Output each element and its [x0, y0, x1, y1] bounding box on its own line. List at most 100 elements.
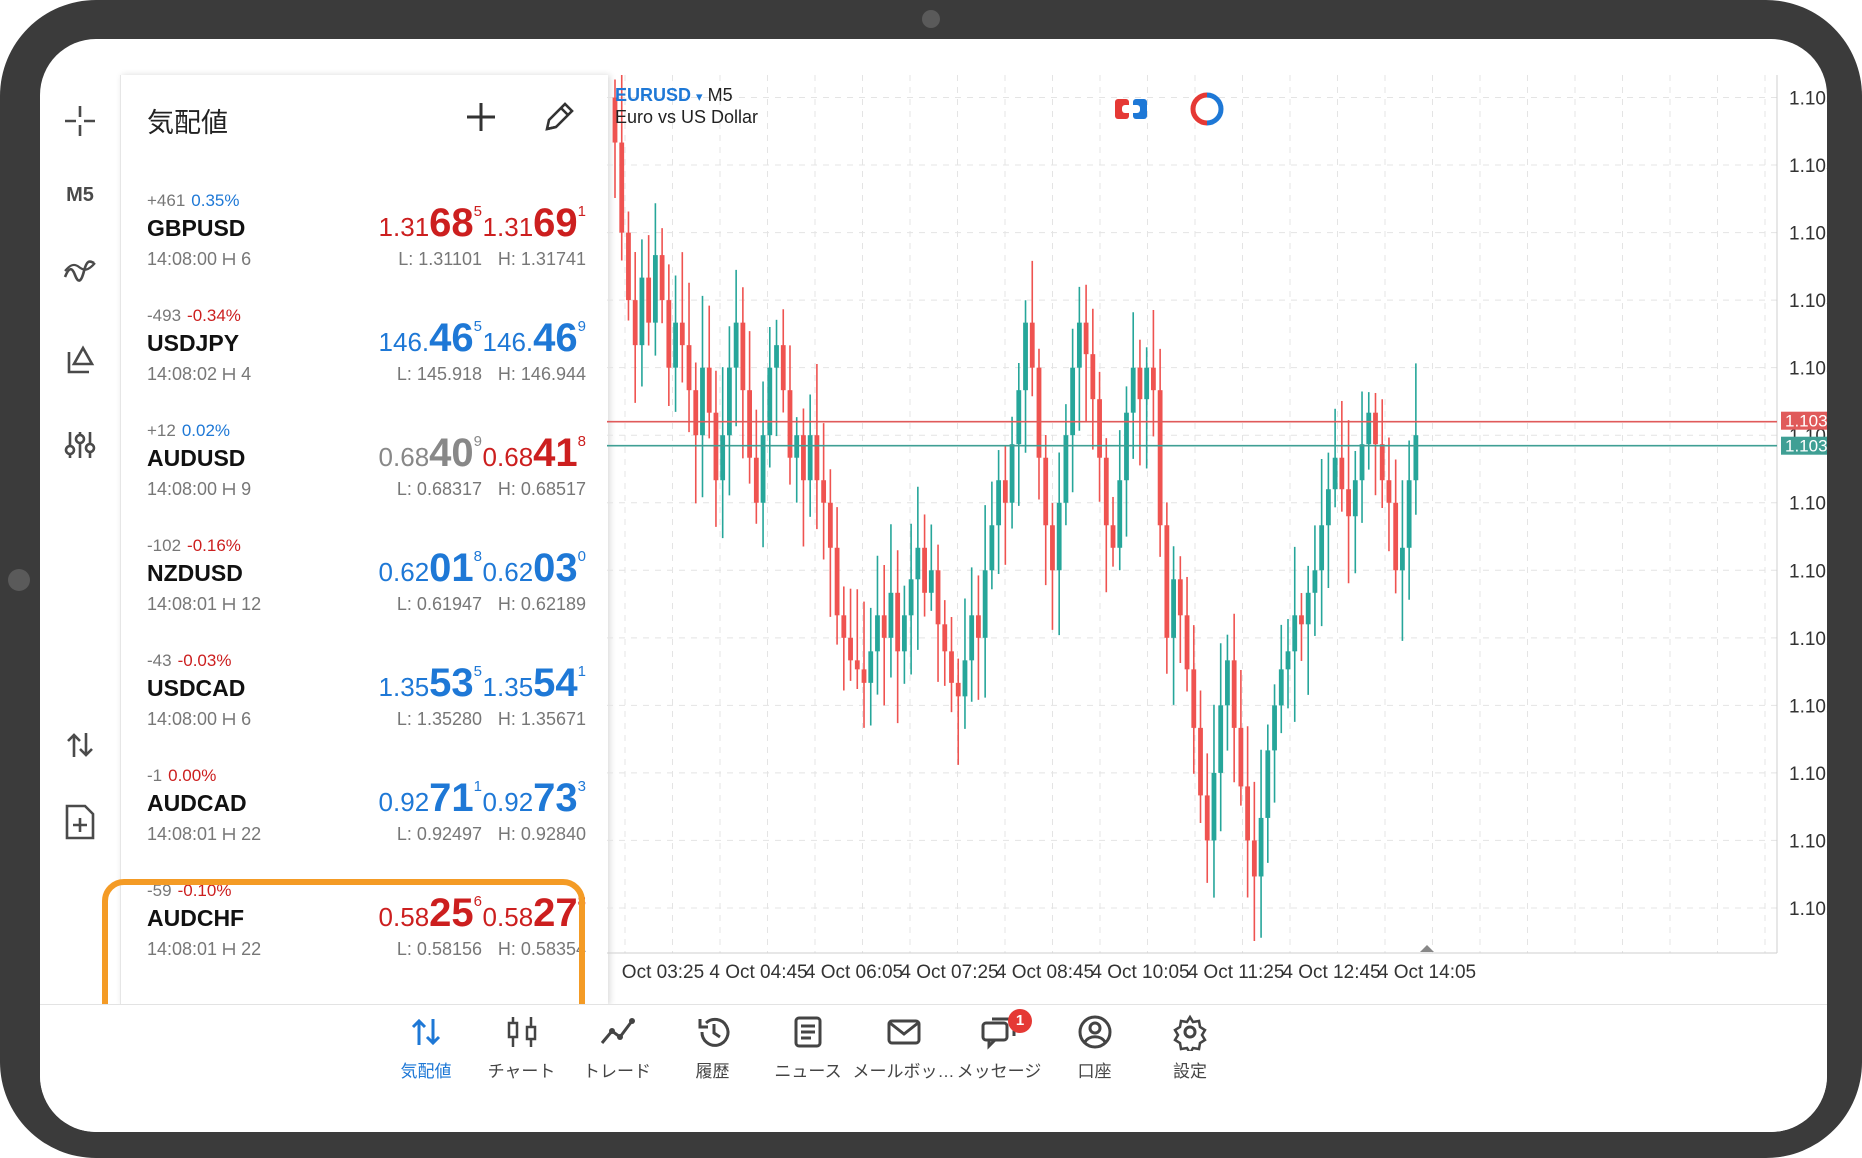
candle-body — [895, 592, 901, 652]
symbol-dropdown-arrow[interactable]: ▾ — [696, 89, 703, 104]
ask-price[interactable]: 146.469 — [482, 316, 586, 360]
bid-price-tag — [1781, 436, 1827, 455]
quote-row-nzdusd[interactable]: -102 -0.16% NZDUSD 14:08:01 12 0.62018 0.6203… — [121, 522, 608, 637]
bid-price[interactable]: 1.35535 — [378, 661, 482, 705]
candle-body — [854, 660, 860, 670]
candle-body — [1278, 669, 1284, 706]
ask-price[interactable]: 0.62030 — [482, 546, 586, 590]
timeframe-button[interactable]: M5 — [66, 183, 94, 206]
nav-label: メッセージ — [956, 1062, 1042, 1081]
candle-body — [949, 651, 954, 683]
new-order-icon[interactable] — [40, 799, 120, 845]
ask-price[interactable]: 0.92733 — [482, 776, 586, 820]
chart-timeframe: M5 — [707, 85, 733, 105]
ask-price[interactable]: 1.35541 — [482, 661, 586, 705]
day-low: L: 145.918 — [396, 364, 482, 384]
quote-row-audchf[interactable]: -59 -0.10% AUDCHF 14:08:01 22 0.58256 0.58278… — [121, 867, 608, 982]
bid-price[interactable]: 0.68409 — [378, 431, 482, 475]
indicators-icon[interactable] — [40, 247, 120, 291]
chart-symbol-description: Euro vs US Dollar — [615, 107, 759, 127]
y-tick-label: 1.10385 — [1789, 89, 1827, 110]
day-low: L: 0.58156 — [396, 939, 482, 959]
ask-price[interactable]: 1.31691 — [482, 201, 586, 245]
candle-body — [1373, 412, 1378, 445]
nav-trade[interactable]: トレード — [562, 1013, 672, 1083]
ask-price[interactable]: 0.58278 — [482, 891, 586, 935]
depth-of-market-icon[interactable] — [1189, 91, 1225, 127]
panel-title: 気配値 — [147, 108, 228, 138]
price-chart[interactable]: 1.10385 1.10370 1.10355 1.10340 1.10325 1.103… — [607, 74, 1827, 985]
bid-price[interactable]: 1.31685 — [378, 201, 482, 245]
candle-body — [1379, 444, 1385, 481]
spread-icon — [222, 710, 236, 725]
quote-row-usdjpy[interactable]: -493 -0.34% USDJPY 14:08:02 4 146.465 146.469… — [121, 292, 608, 407]
candle-body — [962, 660, 968, 697]
one-click-trading-icon[interactable] — [40, 723, 120, 767]
candle-body — [1056, 502, 1062, 571]
candle-body — [996, 480, 1002, 526]
candle-body — [1016, 390, 1022, 445]
day-high: H: 0.62189 — [497, 594, 586, 614]
quote-time: 14:08:00 6 — [147, 249, 252, 269]
bid-price[interactable]: 0.58256 — [378, 891, 482, 935]
spread-icon — [222, 595, 236, 610]
objects-icon[interactable] — [40, 337, 120, 381]
nav-news[interactable]: ニュース — [753, 1013, 863, 1083]
crosshair-icon[interactable] — [40, 99, 120, 143]
candle-body — [686, 345, 692, 391]
quote-row-usdcad[interactable]: -43 -0.03% USDCAD 14:08:00 6 1.35535 1.35541 L… — [121, 637, 608, 752]
quote-row-audusd[interactable]: +12 0.02% AUDUSD 14:08:00 9 0.68409 0.68418 L:… — [121, 407, 608, 522]
nav-settings[interactable]: 設定 — [1135, 1013, 1245, 1083]
candle-body — [767, 367, 773, 436]
candle-body — [727, 367, 732, 436]
candlestick-chart[interactable]: 1.10385 1.10370 1.10355 1.10340 1.10325 1.103… — [607, 74, 1827, 985]
chart-symbol[interactable]: EURUSD — [615, 85, 692, 105]
y-tick-label: 1.10235 — [1789, 764, 1827, 785]
nav-quotes[interactable]: 気配値 — [371, 1013, 481, 1083]
symbol-name: USDJPY — [147, 330, 240, 356]
bid-price-label: 1.10309 — [1785, 437, 1827, 456]
nav-messages[interactable]: メッセージ 1 — [944, 1009, 1054, 1083]
candle-body — [1339, 457, 1345, 490]
symbol-name: AUDUSD — [147, 445, 246, 471]
candle-body — [1050, 525, 1055, 571]
candle-body — [1258, 817, 1264, 877]
quote-time: 14:08:00 9 — [147, 479, 252, 499]
quote-time: 14:08:02 4 — [147, 364, 252, 384]
nav-history[interactable]: 履歴 — [658, 1013, 768, 1083]
add-symbol-icon[interactable] — [461, 97, 501, 137]
nav-label: メールボッ… — [852, 1062, 955, 1081]
candle-body — [706, 367, 712, 413]
quote-row-gbpusd[interactable]: +461 0.35% GBPUSD 14:08:00 6 1.31685 1.31691 L… — [121, 177, 608, 292]
candle-body — [619, 142, 625, 233]
nav-label: 履歴 — [695, 1062, 730, 1081]
candle-body — [1137, 367, 1143, 400]
candle-body — [693, 390, 699, 436]
trade-buttons-icon[interactable] — [1113, 91, 1149, 127]
bid-price[interactable]: 146.465 — [378, 316, 482, 360]
edit-pencil-icon[interactable] — [539, 97, 579, 137]
ask-price[interactable]: 0.68418 — [482, 431, 586, 475]
day-high: H: 0.58354 — [497, 939, 586, 959]
bid-price[interactable]: 0.92711 — [378, 776, 482, 820]
candle-body — [1043, 457, 1049, 526]
candle-body — [1070, 367, 1076, 436]
candle-body — [1325, 489, 1331, 526]
nav-chart[interactable]: チャート — [467, 1013, 577, 1083]
candle-body — [1366, 412, 1372, 445]
chart-settings-icon[interactable] — [40, 423, 120, 467]
candle-body — [612, 97, 618, 143]
quote-row-audcad[interactable]: -1 0.00% AUDCAD 14:08:01 22 0.92711 0.92733 L:… — [121, 752, 608, 867]
nav-account[interactable]: 口座 — [1040, 1013, 1150, 1083]
nav-label: ニュース — [774, 1062, 842, 1081]
candle-body — [1204, 795, 1210, 841]
ask-price-label: 1.10313 — [1785, 412, 1827, 431]
candle-body — [969, 615, 975, 661]
bid-price[interactable]: 0.62018 — [378, 546, 482, 590]
chart-symbol-selector[interactable]: EURUSD ▾ M5 — [615, 85, 733, 106]
candle-body — [1002, 480, 1008, 503]
candle-body — [928, 570, 934, 593]
unread-badge: 1 — [1008, 1009, 1032, 1033]
nav-mailbox[interactable]: メールボッ… — [849, 1013, 959, 1083]
candle-body — [666, 300, 672, 368]
